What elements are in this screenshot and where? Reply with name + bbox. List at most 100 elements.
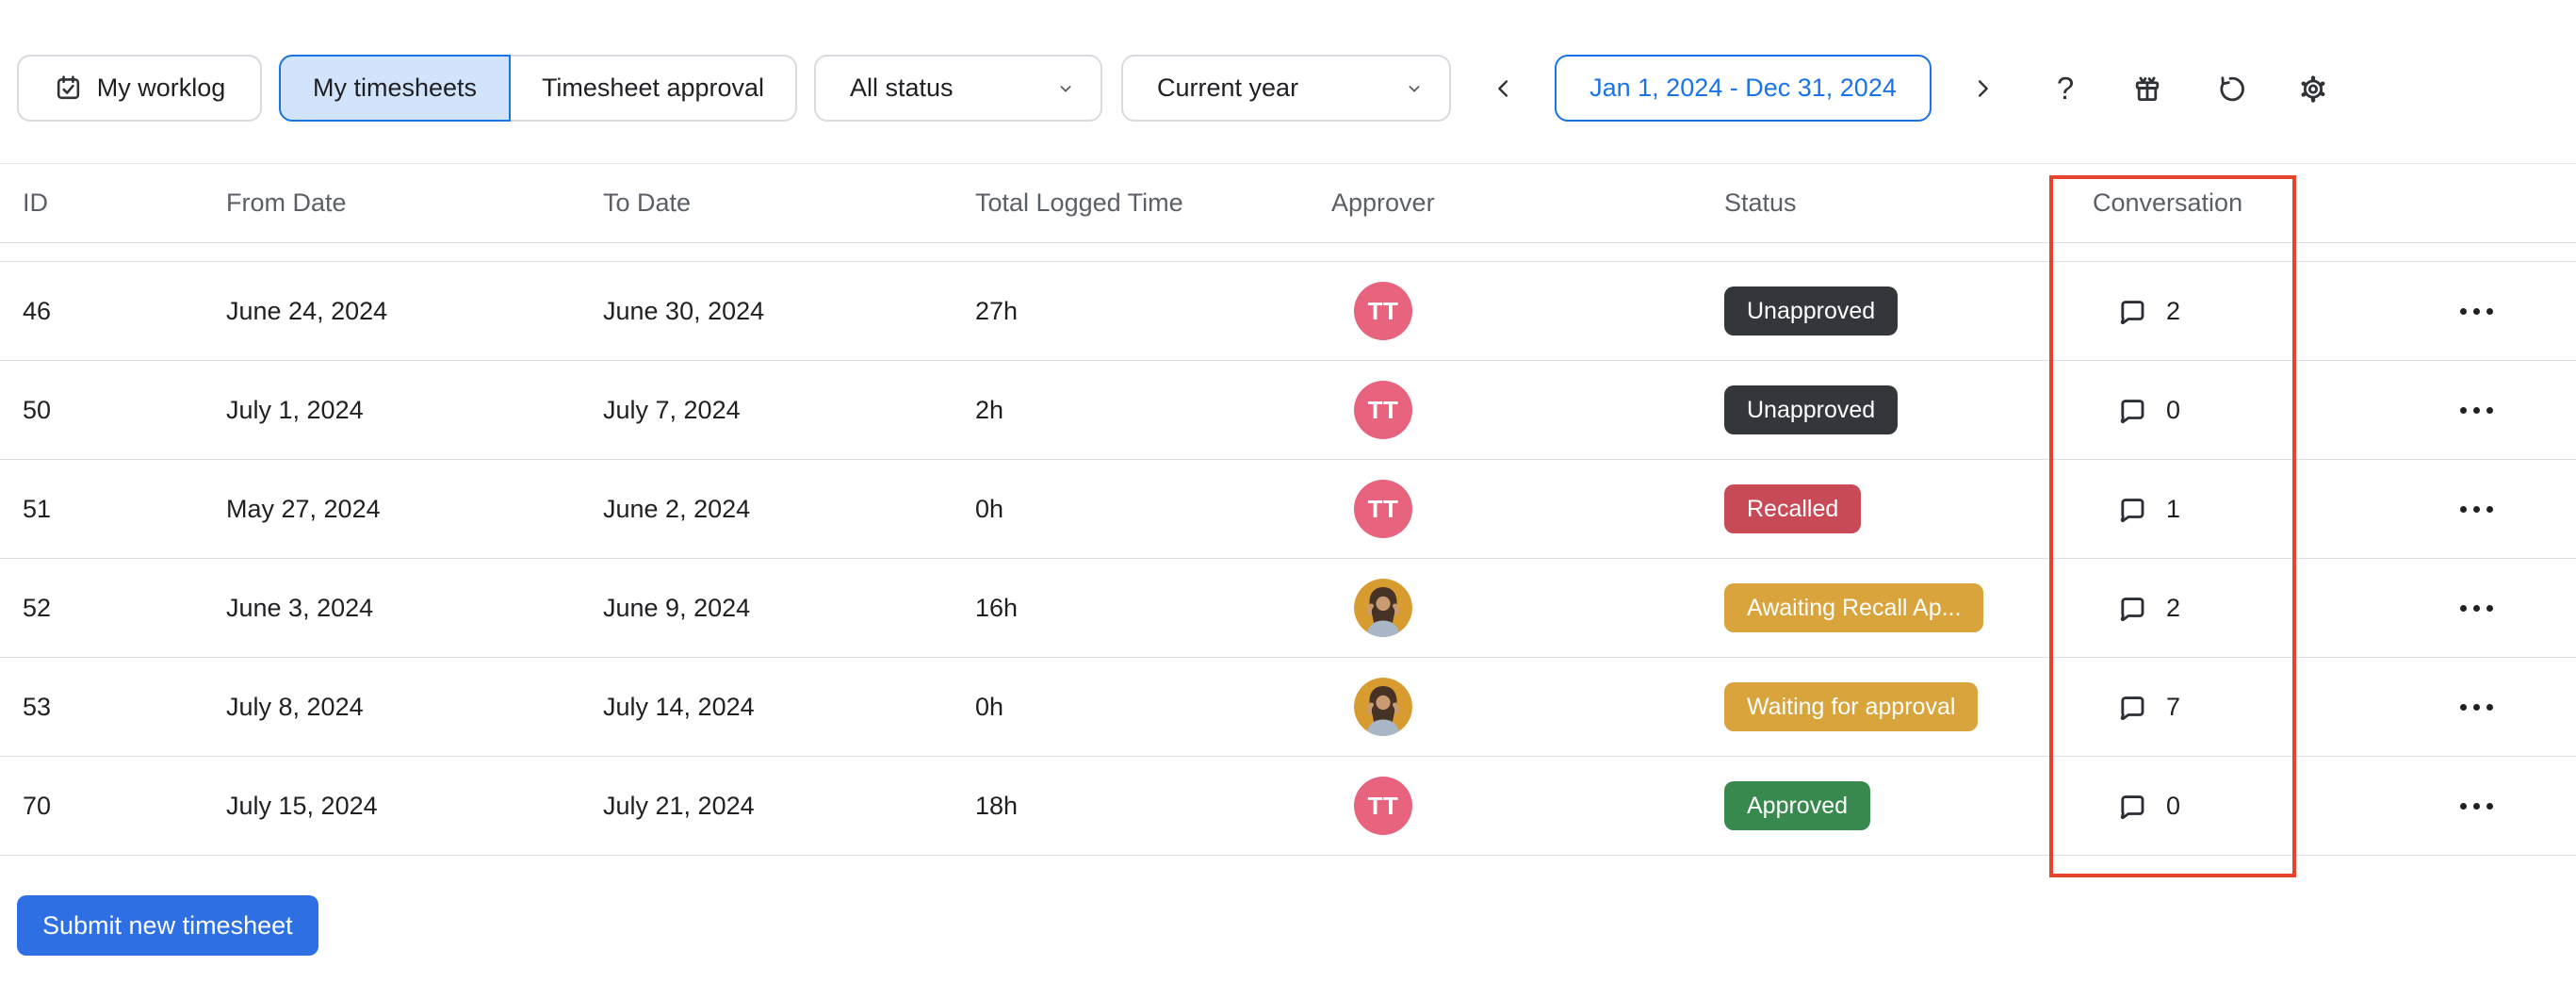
chevron-down-icon [1060,85,1071,91]
column-header-conversation: Conversation [2093,188,2243,217]
chevron-right-icon [1978,79,1988,97]
status-badge: Approved [1724,781,1871,830]
table-row: 53 July 8, 2024 July 14, 2024 0h Waiting for… [0,658,2576,757]
period-filter-select[interactable]: Current year [1121,55,1451,122]
cell-actions [2338,398,2576,423]
cell-from-date: July 1, 2024 [226,395,364,424]
table-row: 46 June 24, 2024 June 30, 2024 27h TT Unappro… [0,262,2576,361]
restore-defaults-button[interactable] [2210,55,2248,122]
restore-icon [2220,75,2244,101]
tab-my-timesheets[interactable]: My timesheets [279,55,511,122]
row-actions-button[interactable] [2451,695,2503,720]
my-worklog-button[interactable]: My worklog [17,55,262,122]
conversation-count: 7 [2166,692,2181,721]
cell-conversation[interactable]: 0 [2051,792,2299,821]
cell-actions [2338,596,2576,621]
tab-timesheet-approval[interactable]: Timesheet approval [511,55,797,122]
cell-total-logged-time: 16h [975,593,1019,622]
row-actions-button[interactable] [2451,794,2503,819]
cell-id: 70 [23,791,52,820]
cell-total-logged-time: 2h [975,395,1004,424]
period-filter-value: Current year [1157,74,1299,102]
comment-bubble-icon [2120,399,2144,423]
cell-id: 51 [23,494,52,523]
cell-total-logged-time: 27h [975,296,1019,325]
avatar-initials: TT [1367,395,1399,424]
cell-approver: TT [1331,777,1724,835]
comment-bubble-icon [2120,498,2144,522]
column-header-to-date: To Date [603,188,692,217]
row-actions-button[interactable] [2451,497,2503,522]
cell-to-date: June 9, 2024 [603,593,751,622]
cell-actions [2338,695,2576,720]
cell-approver [1331,579,1724,637]
status-filter-select[interactable]: All status [814,55,1102,122]
cell-conversation[interactable]: 2 [2051,594,2299,623]
status-badge: Recalled [1724,484,1862,533]
photo-avatar [1354,579,1412,637]
row-actions-button[interactable] [2451,398,2503,423]
cell-status: Approved [1724,781,2051,830]
cell-from-date: May 27, 2024 [226,494,381,523]
photo-avatar [1354,678,1412,736]
photo-avatar [1354,678,1412,736]
cell-status: Waiting for approval [1724,682,2051,731]
avatar-initials: TT [1367,296,1399,325]
chevron-left-icon [1498,79,1508,97]
next-period-button[interactable] [1964,55,2001,122]
cell-approver: TT [1331,282,1724,340]
submit-new-timesheet-button[interactable]: Submit new timesheet [17,895,318,956]
cell-status: Unapproved [1724,385,2051,434]
question-mark-icon: ? [2056,70,2075,106]
cell-id: 52 [23,593,52,622]
cell-id: 50 [23,395,52,424]
avatar-initials: TT [1367,494,1399,523]
column-header-total-logged-time: Total Logged Time [975,188,1183,217]
help-button[interactable]: ? [2046,55,2084,122]
tab-my-timesheets-label: My timesheets [312,74,478,102]
conversation-count: 0 [2166,791,2181,820]
row-actions-button[interactable] [2451,596,2503,621]
status-badge: Unapproved [1724,286,1899,336]
partial-row [0,243,2576,262]
comment-bubble-icon [2120,300,2144,324]
status-badge: Waiting for approval [1724,682,1979,731]
row-actions-button[interactable] [2451,299,2503,324]
cell-actions [2338,497,2576,522]
conversation-count: 2 [2166,296,2181,325]
cell-to-date: July 14, 2024 [603,692,755,721]
cell-status: Unapproved [1724,286,2051,336]
initials-avatar: TT [1354,777,1412,835]
cell-conversation[interactable]: 0 [2051,396,2299,425]
table-row: 52 June 3, 2024 June 9, 2024 16h Awaiting Re… [0,559,2576,658]
cell-approver: TT [1331,381,1724,439]
settings-button[interactable] [2294,55,2332,122]
cell-from-date: June 3, 2024 [226,593,374,622]
table-header: ID From Date To Date Total Logged Time Appro… [0,163,2576,243]
cell-id: 53 [23,692,52,721]
cell-from-date: June 24, 2024 [226,296,388,325]
column-header-id: ID [23,188,48,217]
avatar-initials: TT [1367,791,1399,820]
cell-status: Recalled [1724,484,2051,533]
timesheet-table: 46 June 24, 2024 June 30, 2024 27h TT Unappro… [0,262,2576,856]
cell-from-date: July 8, 2024 [226,692,364,721]
conversation-count: 2 [2166,593,2181,622]
cell-total-logged-time: 0h [975,692,1004,721]
date-range-button[interactable]: Jan 1, 2024 - Dec 31, 2024 [1555,55,1932,122]
cell-conversation[interactable]: 1 [2051,495,2299,524]
gift-icon [2135,76,2160,101]
whats-new-button[interactable] [2128,55,2166,122]
column-header-from-date: From Date [226,188,347,217]
cell-actions [2338,794,2576,819]
status-badge: Awaiting Recall Ap... [1724,583,1984,632]
cell-total-logged-time: 0h [975,494,1004,523]
previous-period-button[interactable] [1485,55,1523,122]
cell-approver: TT [1331,480,1724,538]
cell-conversation[interactable]: 7 [2051,693,2299,722]
cell-conversation[interactable]: 2 [2051,297,2299,326]
initials-avatar: TT [1354,480,1412,538]
cell-total-logged-time: 18h [975,791,1019,820]
table-row: 51 May 27, 2024 June 2, 2024 0h TT Recalled 1 [0,460,2576,559]
